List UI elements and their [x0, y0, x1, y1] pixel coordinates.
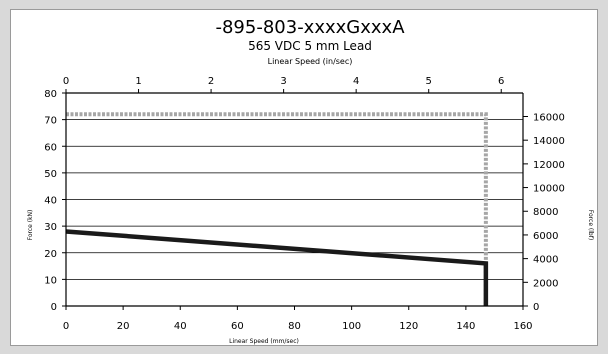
y-tick-label-6: 60 [44, 142, 57, 153]
x2-tick-label-2: 2 [208, 76, 214, 87]
y-tick-label-8: 80 [44, 89, 57, 100]
x2-tick-label-6: 6 [498, 76, 504, 87]
y-tick-label-5: 50 [44, 169, 57, 180]
y2-tick-label-8: 16000 [533, 112, 565, 123]
x2-tick-label-0: 0 [63, 76, 69, 87]
y2-tick-label-0: 0 [533, 302, 539, 313]
y2-tick-label-6: 12000 [533, 160, 565, 171]
force-speed-chart: -895-803-xxxxGxxxA 565 VDC 5 mm Lead Lin… [27, 17, 594, 345]
top-axis-title: Linear Speed (in/sec) [268, 57, 353, 66]
axes [62, 89, 528, 310]
x2-tick-label-1: 1 [135, 76, 141, 87]
x-tick-label-6: 120 [399, 321, 418, 332]
x2-tick-label-4: 4 [353, 76, 359, 87]
x-tick-label-1: 20 [117, 321, 130, 332]
y-tick-label-2: 20 [44, 249, 57, 260]
x-tick-label-8: 160 [513, 321, 532, 332]
x-tick-label-5: 100 [342, 321, 361, 332]
x2-tick-label-3: 3 [280, 76, 286, 87]
series-lines [65, 112, 489, 306]
series-line-1 [65, 229, 489, 306]
chart-panel: -895-803-xxxxGxxxA 565 VDC 5 mm Lead Lin… [10, 9, 598, 346]
chart-title: -895-803-xxxxGxxxA [215, 17, 405, 38]
y-tick-label-4: 40 [44, 196, 57, 207]
y-tick-label-7: 70 [44, 116, 57, 127]
y2-tick-label-3: 6000 [533, 231, 558, 242]
x-tick-label-3: 60 [231, 321, 244, 332]
y-axis-title: Force (kN) [27, 210, 34, 241]
y2-tick-label-2: 4000 [533, 255, 558, 266]
y2-tick-label-5: 10000 [533, 184, 565, 195]
y2-axis-title: Force (lbf) [587, 210, 594, 240]
series-line-0 [66, 112, 488, 306]
y-tick-label-1: 10 [44, 275, 57, 286]
chart-subtitle: 565 VDC 5 mm Lead [248, 39, 372, 53]
x-tick-label-0: 0 [63, 321, 69, 332]
x-tick-label-7: 140 [456, 321, 475, 332]
gridlines [66, 92, 523, 280]
x-tick-label-2: 40 [174, 321, 187, 332]
x-axis-title: Linear Speed (mm/sec) [229, 338, 299, 345]
y2-tick-label-4: 8000 [533, 207, 558, 218]
x-tick-label-4: 80 [288, 321, 301, 332]
y2-tick-label-1: 2000 [533, 278, 558, 289]
tick-labels: 0102030405060708002000400060008000100001… [44, 76, 565, 332]
y-tick-label-3: 30 [44, 222, 57, 233]
y2-tick-label-7: 14000 [533, 136, 565, 147]
x2-tick-label-5: 5 [426, 76, 432, 87]
y-tick-label-0: 0 [51, 302, 57, 313]
